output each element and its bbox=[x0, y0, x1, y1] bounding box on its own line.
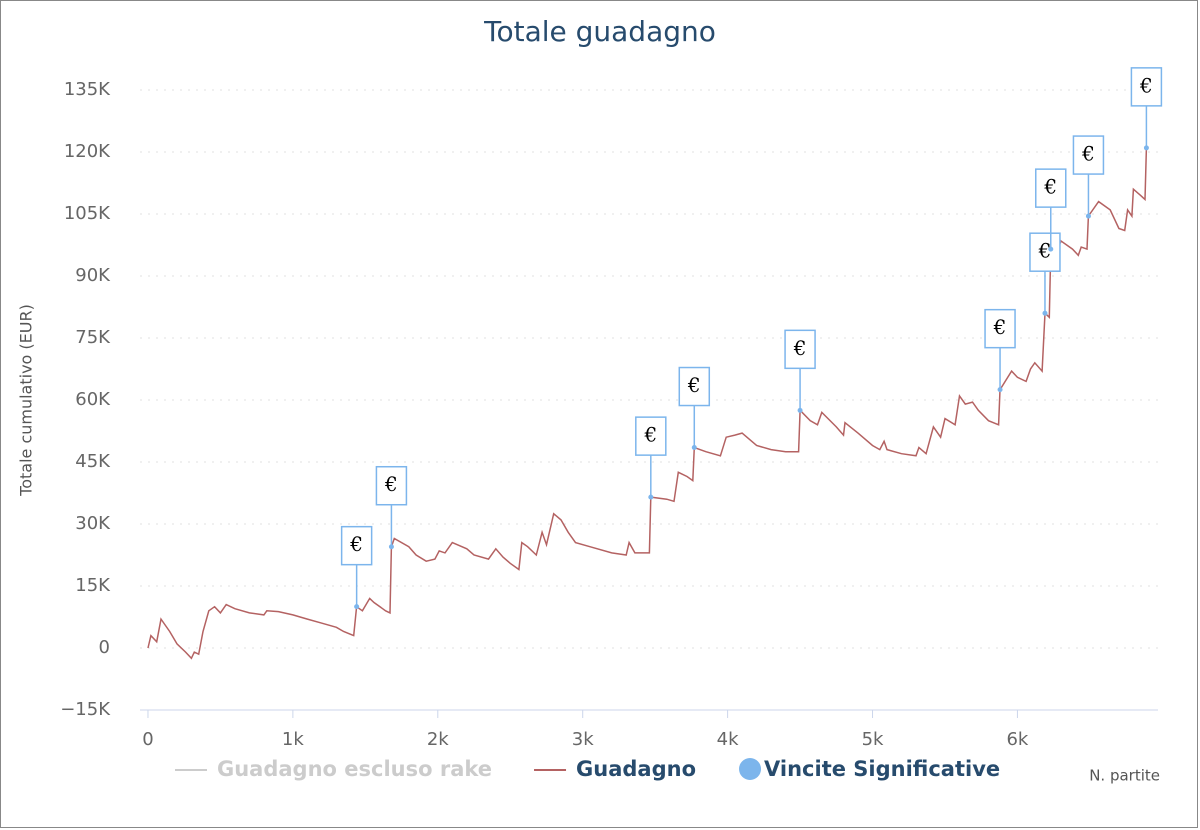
legend-marker bbox=[739, 758, 762, 780]
y-tick-label: 45K bbox=[75, 451, 111, 472]
flag-box bbox=[635, 416, 667, 456]
flag-box bbox=[1130, 67, 1163, 107]
flag-box bbox=[678, 366, 711, 407]
flag-point bbox=[388, 544, 394, 550]
y-axis-title: Totale cumulativo (EUR) bbox=[17, 304, 36, 497]
flag: € bbox=[1029, 232, 1061, 316]
flag: € bbox=[340, 525, 373, 610]
flag-point bbox=[691, 445, 697, 451]
y-tick-label: 15K bbox=[75, 575, 111, 596]
y-tick-label: −15K bbox=[60, 699, 111, 720]
x-tick-label: 2k bbox=[427, 729, 449, 750]
flag-label: € bbox=[349, 532, 363, 556]
legend-label: Guadagno bbox=[576, 757, 696, 781]
flag-point bbox=[648, 494, 654, 500]
flag-label: € bbox=[1038, 239, 1052, 263]
flag-box bbox=[1029, 232, 1061, 272]
y-tick-label: 135K bbox=[64, 79, 111, 100]
flag-point bbox=[1085, 213, 1091, 219]
x-axis-title: N. partite bbox=[1089, 767, 1160, 785]
x-tick-label: 4k bbox=[717, 729, 739, 750]
y-tick-label: 120K bbox=[64, 141, 111, 162]
flag-box bbox=[340, 525, 373, 566]
flag: € bbox=[635, 416, 667, 500]
flag-label: € bbox=[384, 472, 398, 496]
flag: € bbox=[1130, 67, 1163, 151]
y-tick-label: 75K bbox=[75, 327, 111, 348]
flag: € bbox=[678, 366, 711, 451]
flag-label: € bbox=[687, 373, 701, 397]
flag-label: € bbox=[1139, 73, 1153, 97]
flag-label: € bbox=[793, 336, 807, 360]
y-tick-label: 60K bbox=[75, 389, 111, 410]
y-tick-label: 0 bbox=[99, 637, 110, 658]
flag: € bbox=[784, 329, 816, 413]
x-tick-label: 1k bbox=[282, 729, 304, 750]
flag-label: € bbox=[1081, 142, 1095, 166]
flag: € bbox=[1035, 168, 1067, 252]
flag-box bbox=[984, 308, 1016, 349]
flag-label: € bbox=[643, 423, 657, 447]
x-tick-label: 3k bbox=[572, 729, 594, 750]
flag: € bbox=[984, 308, 1016, 393]
legend-label: Guadagno escluso rake bbox=[217, 757, 492, 781]
flag-point bbox=[1048, 246, 1054, 252]
flag-box bbox=[1072, 135, 1105, 175]
x-tick-label: 5k bbox=[862, 729, 884, 750]
flag-point bbox=[354, 604, 360, 610]
chart-title: Totale guadagno bbox=[483, 15, 716, 48]
legend-label: Vincite Significative bbox=[764, 757, 1000, 781]
flag: € bbox=[375, 465, 408, 550]
flag-box bbox=[1035, 168, 1067, 208]
flag-point bbox=[997, 387, 1003, 393]
flag-point bbox=[797, 407, 803, 413]
flag-label: € bbox=[1043, 175, 1057, 199]
y-tick-label: 30K bbox=[75, 513, 111, 534]
x-tick-label: 0 bbox=[142, 729, 153, 750]
y-tick-label: 90K bbox=[75, 265, 111, 286]
x-tick-label: 6k bbox=[1006, 729, 1028, 750]
data-line bbox=[147, 147, 1148, 660]
flag-point bbox=[1042, 310, 1048, 316]
y-tick-label: 105K bbox=[64, 203, 111, 224]
flag: € bbox=[1072, 135, 1105, 219]
flag-label: € bbox=[993, 315, 1007, 339]
flag-box bbox=[784, 329, 816, 370]
flag-point bbox=[1143, 145, 1149, 151]
flag-box bbox=[375, 465, 408, 506]
